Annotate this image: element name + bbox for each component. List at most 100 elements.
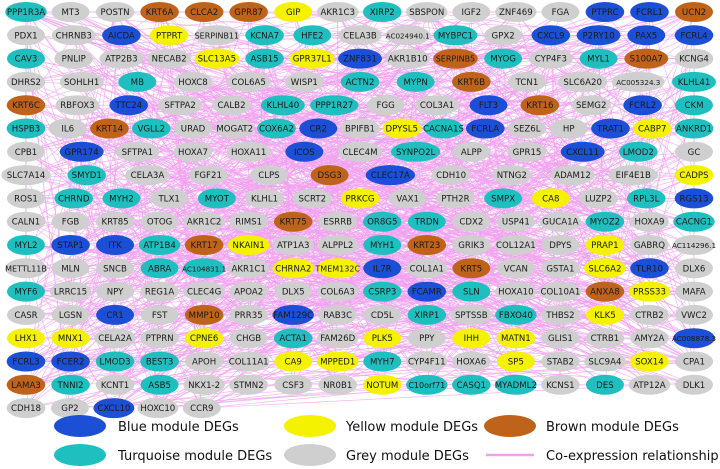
- gene-node[interactable]: MYBPC1: [433, 25, 478, 46]
- gene-node[interactable]: PLK5: [363, 328, 402, 349]
- gene-node[interactable]: REG1A: [140, 281, 179, 302]
- gene-node[interactable]: COL1A1: [406, 258, 448, 279]
- gene-node[interactable]: MYH7: [363, 351, 402, 372]
- gene-node[interactable]: CA8: [531, 188, 570, 209]
- gene-node[interactable]: GSTA1: [541, 258, 580, 279]
- gene-node[interactable]: STMN2: [229, 374, 268, 395]
- gene-node[interactable]: DPYSL5: [382, 118, 422, 139]
- gene-node[interactable]: GPR174: [59, 141, 104, 162]
- gene-node[interactable]: MOGAT2: [215, 118, 255, 139]
- gene-node[interactable]: SCRT2: [292, 188, 332, 209]
- gene-node[interactable]: PTH2R: [436, 188, 475, 209]
- gene-node[interactable]: XIRP1: [407, 304, 447, 325]
- gene-node[interactable]: HOXC8: [173, 71, 213, 92]
- gene-node[interactable]: MYPN: [396, 71, 435, 92]
- gene-node[interactable]: DSG3: [310, 165, 349, 186]
- gene-node[interactable]: CR1: [96, 304, 135, 325]
- gene-node[interactable]: GRIK3: [452, 235, 491, 255]
- gene-node[interactable]: GPX2: [484, 25, 523, 46]
- gene-node[interactable]: PPP1R27: [310, 95, 359, 116]
- gene-node[interactable]: CXCL10: [93, 398, 135, 419]
- gene-node[interactable]: DLX5: [274, 281, 313, 302]
- gene-node[interactable]: CASQ1: [452, 374, 491, 395]
- gene-node[interactable]: PRSS33: [628, 281, 671, 302]
- gene-node[interactable]: PRR35: [229, 304, 268, 325]
- gene-node[interactable]: KRT6A: [140, 2, 179, 22]
- gene-node[interactable]: KRT6B: [452, 71, 491, 92]
- gene-node[interactable]: ATP1A3: [272, 235, 314, 255]
- gene-node[interactable]: IHH: [452, 328, 491, 349]
- gene-node[interactable]: COL12A1: [495, 235, 537, 255]
- gene-node[interactable]: TRAT1: [591, 118, 630, 139]
- gene-node[interactable]: FGB: [51, 211, 90, 232]
- gene-node[interactable]: GUCA1A: [539, 211, 582, 232]
- gene-node[interactable]: ADAM12: [550, 165, 595, 186]
- gene-node[interactable]: MATN1: [496, 328, 536, 349]
- gene-node[interactable]: KRT5: [452, 258, 491, 279]
- gene-node[interactable]: CDH10: [431, 165, 471, 186]
- gene-node[interactable]: ICOS: [285, 141, 324, 162]
- gene-node[interactable]: GPR87: [229, 2, 268, 22]
- gene-node[interactable]: CYP4F11: [406, 351, 448, 372]
- gene-node[interactable]: PTPRN: [140, 328, 179, 349]
- gene-node[interactable]: ZNF831: [338, 48, 382, 69]
- gene-node[interactable]: PPY: [407, 328, 446, 349]
- gene-node[interactable]: SOX14: [630, 351, 669, 372]
- gene-node[interactable]: MT3: [51, 2, 90, 22]
- gene-node[interactable]: AKR1B10: [385, 48, 431, 69]
- gene-node[interactable]: PDX1: [7, 25, 45, 46]
- gene-node[interactable]: FGF21: [188, 165, 228, 186]
- gene-node[interactable]: SLC9A4: [584, 351, 626, 372]
- gene-node[interactable]: FAM26D: [316, 328, 359, 349]
- gene-node[interactable]: FCRL1: [630, 2, 669, 22]
- gene-node[interactable]: KCNT1: [95, 374, 135, 395]
- gene-node[interactable]: DHRS2: [6, 71, 46, 92]
- gene-node[interactable]: ROS1: [7, 188, 45, 209]
- gene-node[interactable]: MPPED1: [316, 351, 359, 372]
- gene-node[interactable]: RPL3L: [626, 188, 666, 209]
- gene-node[interactable]: GLIS1: [541, 328, 580, 349]
- gene-node[interactable]: CPNE6: [184, 328, 224, 349]
- gene-node[interactable]: CTRB2: [630, 304, 669, 325]
- gene-node[interactable]: LUZP2: [579, 188, 618, 209]
- gene-node[interactable]: BPIFB1: [340, 118, 380, 139]
- gene-node[interactable]: KRT6C: [6, 95, 46, 116]
- gene-node[interactable]: NECAB2: [147, 48, 192, 69]
- gene-node[interactable]: TLR10: [630, 258, 669, 279]
- gene-node[interactable]: MYOZ2: [585, 211, 625, 232]
- gene-node[interactable]: GPR37L1: [289, 48, 335, 69]
- gene-node[interactable]: SLC7A14: [1, 165, 51, 186]
- gene-node[interactable]: ATP12A: [628, 374, 671, 395]
- gene-node[interactable]: SFTPA2: [158, 95, 203, 116]
- gene-node[interactable]: CXCL9: [531, 25, 571, 46]
- gene-node[interactable]: AKR1C1: [227, 258, 270, 279]
- gene-node[interactable]: CASR: [7, 304, 45, 325]
- gene-node[interactable]: KCNG4: [674, 48, 714, 69]
- gene-node[interactable]: CCR9: [182, 398, 221, 419]
- gene-node[interactable]: EIF4E1B: [608, 165, 658, 186]
- gene-node[interactable]: ATP1B4: [138, 235, 181, 255]
- gene-node[interactable]: SEZ6L: [507, 118, 547, 139]
- gene-node[interactable]: CHRNB3: [51, 25, 96, 46]
- gene-node[interactable]: LMOD2: [619, 141, 658, 162]
- gene-node[interactable]: SFTPA1: [115, 141, 160, 162]
- gene-node[interactable]: SMYD1: [67, 165, 107, 186]
- gene-node[interactable]: PTPRC: [585, 2, 625, 22]
- gene-node[interactable]: SLC13A5: [194, 48, 240, 69]
- gene-node[interactable]: AC104831.1: [182, 258, 226, 279]
- gene-node[interactable]: LGSN: [51, 304, 90, 325]
- gene-node[interactable]: DES: [585, 374, 624, 395]
- gene-node[interactable]: PNLIP: [54, 48, 94, 69]
- gene-node[interactable]: VGLL2: [131, 118, 171, 139]
- gene-node[interactable]: COL10A1: [539, 281, 582, 302]
- gene-node[interactable]: COX6A2: [257, 118, 296, 139]
- gene-node[interactable]: KLHL1: [245, 188, 284, 209]
- gene-node[interactable]: NKAIN1: [227, 235, 270, 255]
- gene-node[interactable]: RBFOX3: [55, 95, 100, 116]
- gene-node[interactable]: UCN2: [675, 2, 713, 22]
- gene-node[interactable]: KRT16: [520, 95, 560, 116]
- gene-node[interactable]: MYOG: [484, 48, 523, 69]
- gene-node[interactable]: ANXA8: [585, 281, 625, 302]
- gene-node[interactable]: ATP2B3: [99, 48, 144, 69]
- gene-node[interactable]: CSRP3: [362, 281, 402, 302]
